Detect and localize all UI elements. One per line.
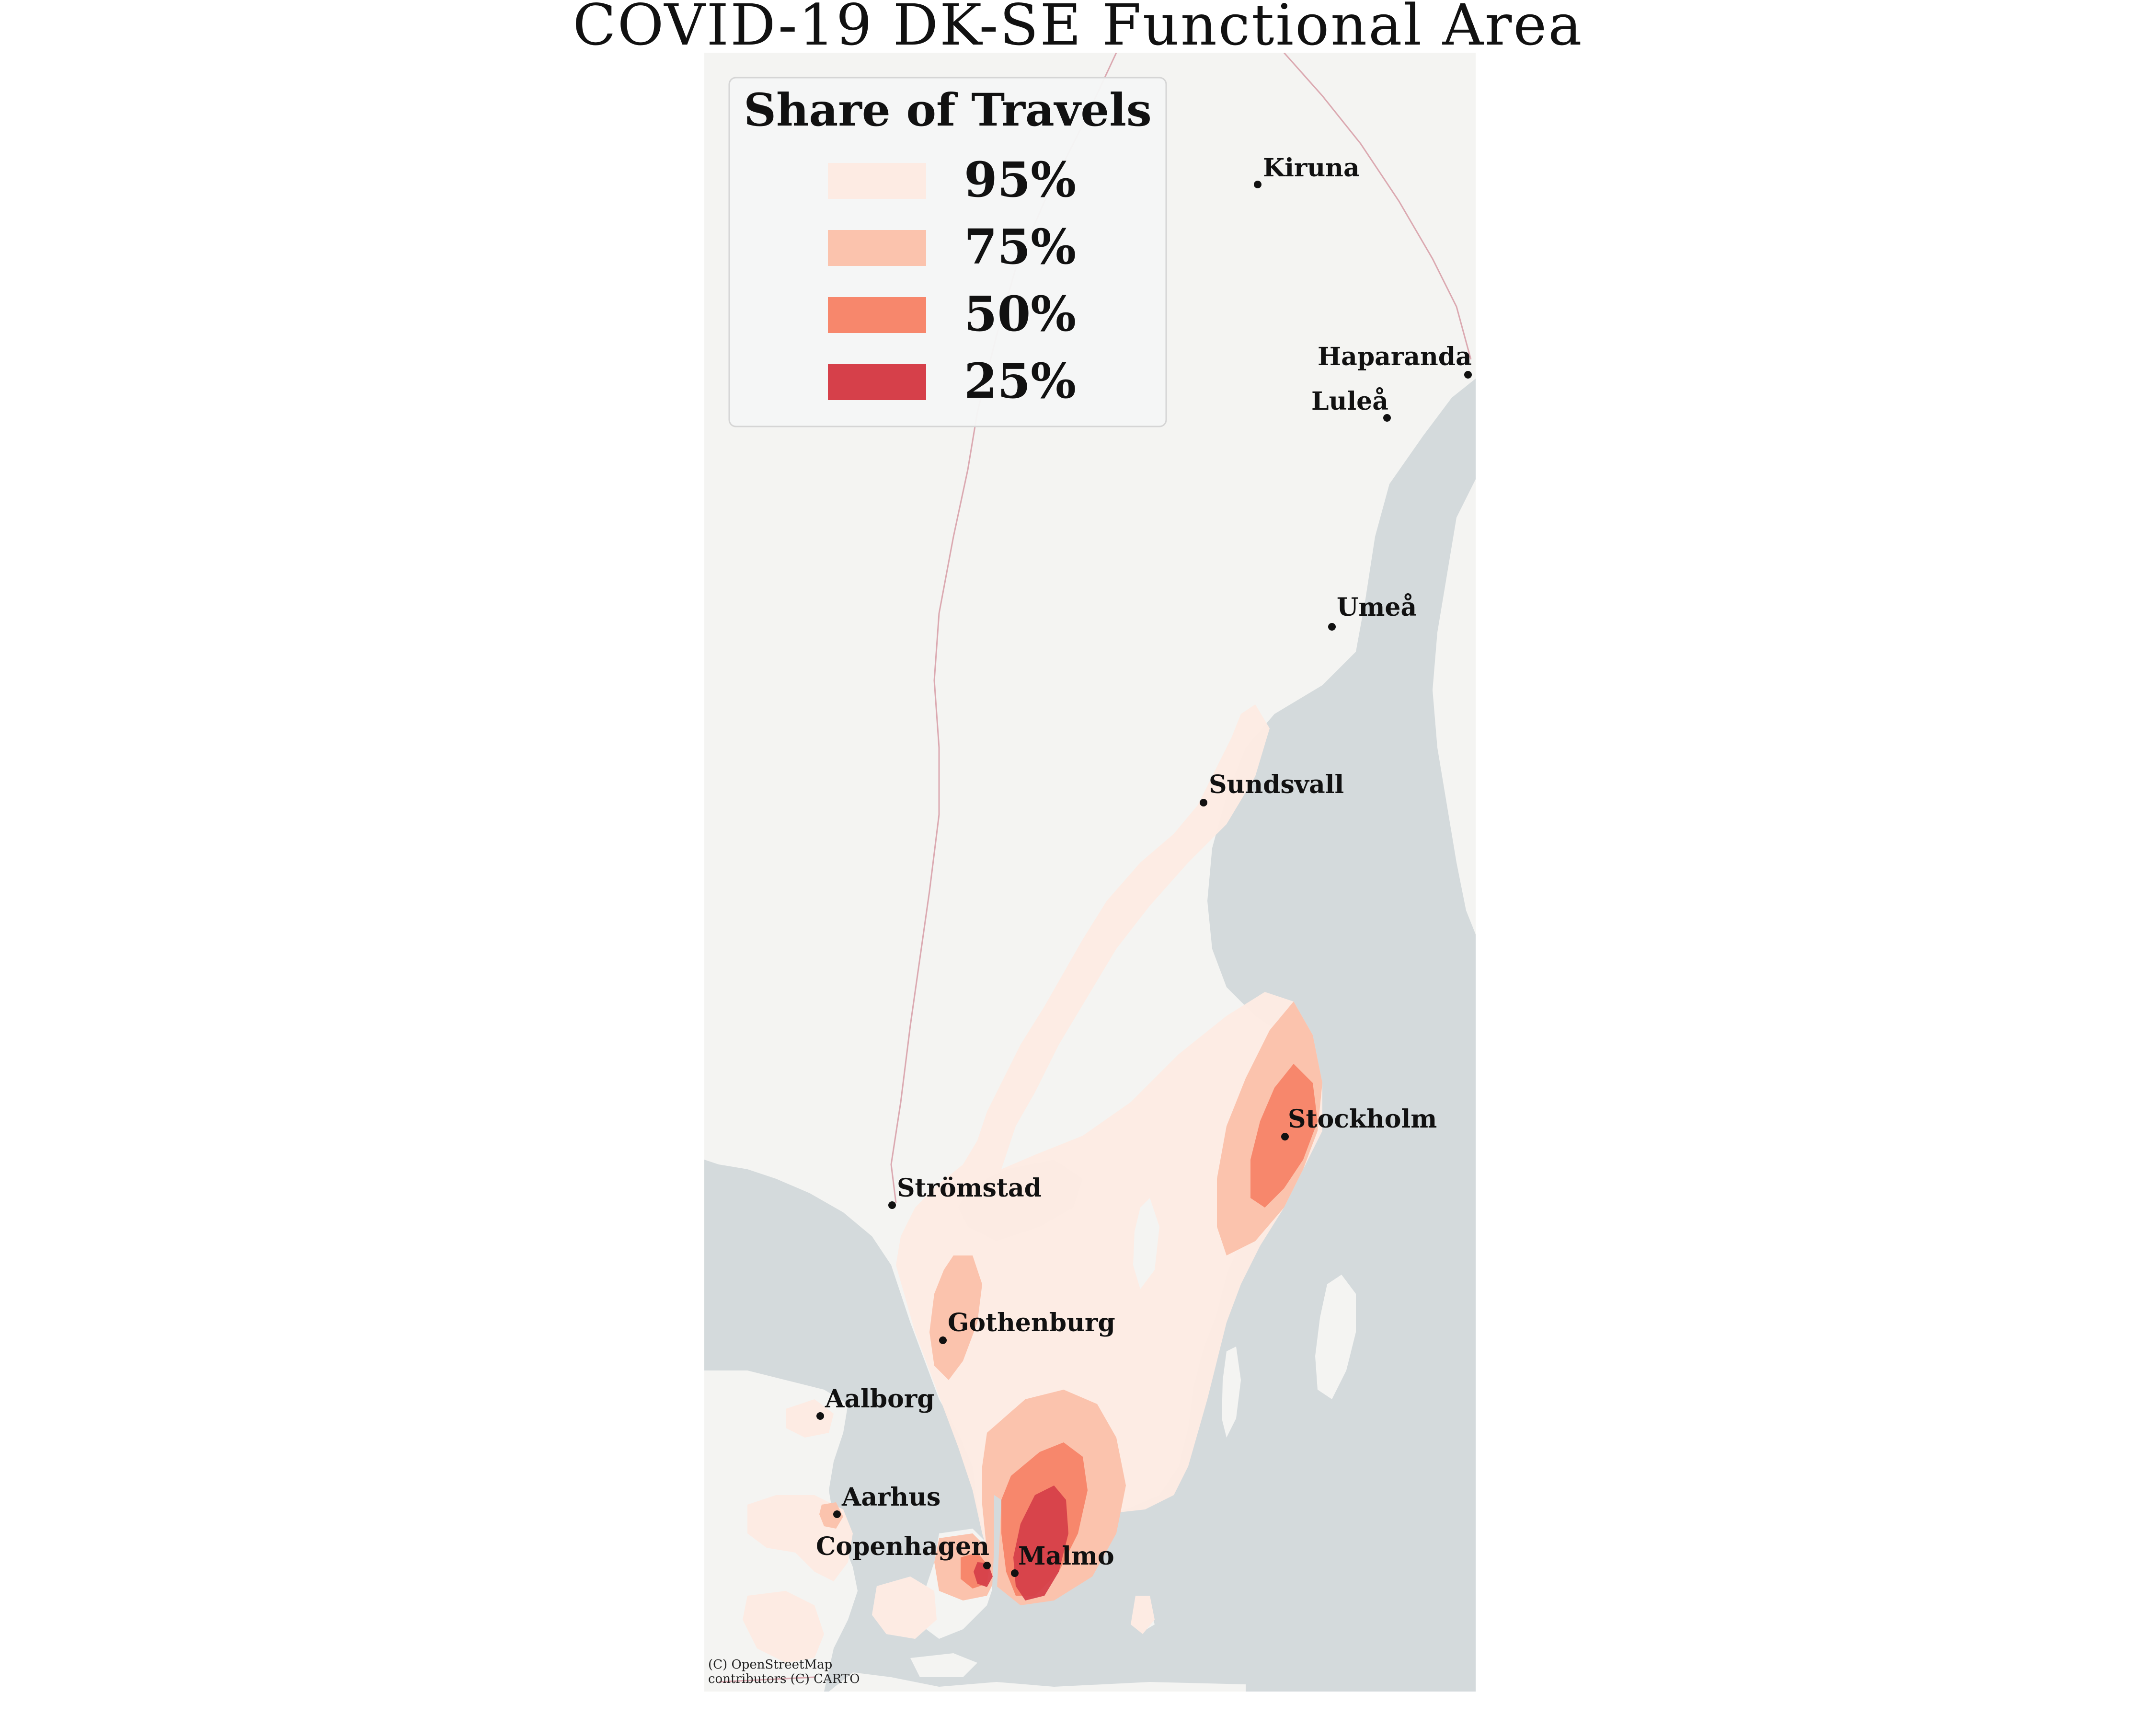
area-95-aalborg [786, 1399, 834, 1438]
gotland-island [1315, 1275, 1356, 1399]
legend-label-50: 50% [964, 286, 1076, 342]
city-dot-stockholm[interactable] [1281, 1133, 1289, 1140]
area-75-aarhus [819, 1502, 843, 1529]
legend-label-75: 75% [964, 219, 1076, 275]
legend-label-95: 95% [964, 151, 1076, 208]
city-dot-stromstad[interactable] [888, 1201, 896, 1209]
area-75-gothenburg [929, 1255, 982, 1380]
sweden-finland-border [1283, 53, 1472, 360]
oresund-strait [992, 1495, 1001, 1596]
city-dot-gothenburg[interactable] [939, 1336, 947, 1344]
legend-swatch-50 [828, 297, 926, 333]
attribution-line-2: contributors (C) CARTO [708, 1672, 860, 1686]
lolland-island [910, 1653, 977, 1677]
area-95 [896, 704, 1322, 1600]
city-label-umea: Umeå [1337, 593, 1417, 622]
city-dot-kiruna[interactable] [1254, 181, 1261, 188]
legend-title: Share of Travels [744, 84, 1152, 137]
city-label-stockholm: Stockholm [1288, 1105, 1437, 1134]
lake-vattern-cut [1133, 1198, 1159, 1289]
city-dot-aarhus[interactable] [833, 1510, 841, 1518]
city-label-gothenburg: Gothenburg [948, 1308, 1115, 1337]
area-95-east-coast [1131, 1596, 1155, 1634]
germany-landmass [829, 1672, 1246, 1692]
map-title: COVID-19 DK-SE Functional Area [573, 0, 1583, 58]
city-label-lulea: Luleå [1311, 387, 1388, 416]
area-95-funen [872, 1577, 937, 1639]
city-dot-umea[interactable] [1328, 623, 1336, 631]
map-attribution: (C) OpenStreetMap contributors (C) CARTO [708, 1658, 860, 1686]
city-label-copenhagen: Copenhagen [816, 1532, 989, 1561]
city-labels: Kiruna Haparanda Luleå Umeå Sundsvall St… [816, 153, 1472, 1571]
city-dot-copenhagen[interactable] [983, 1562, 991, 1569]
city-label-aalborg: Aalborg [825, 1384, 935, 1414]
scandinavia-landmass [704, 53, 1476, 1600]
city-dot-malmo[interactable] [1011, 1569, 1019, 1577]
city-label-malmo: Malmo [1018, 1542, 1114, 1571]
city-dot-aalborg[interactable] [816, 1412, 824, 1420]
denmark-germany-border [718, 1676, 815, 1683]
oland-island [1222, 1347, 1241, 1438]
legend-swatch-25 [828, 364, 926, 400]
city-dot-lulea[interactable] [1383, 414, 1391, 422]
legend-label-25: 25% [964, 353, 1076, 409]
city-label-aarhus: Aarhus [841, 1483, 940, 1512]
city-label-kiruna: Kiruna [1263, 153, 1360, 183]
city-label-stromstad: Strömstad [897, 1174, 1042, 1203]
city-dot-haparanda[interactable] [1464, 371, 1472, 379]
city-label-sundsvall: Sundsvall [1209, 770, 1344, 799]
legend-swatch-95 [828, 163, 926, 199]
attribution-line-1: (C) OpenStreetMap [708, 1658, 832, 1672]
area-25-malmo [1013, 1485, 1068, 1600]
area-95-jutland-south [743, 1591, 824, 1663]
city-markers [816, 181, 1472, 1577]
city-dot-sundsvall[interactable] [1200, 799, 1207, 806]
city-label-haparanda: Haparanda [1318, 342, 1472, 371]
legend: Share of Travels 95% 75% 50% 25% [728, 77, 1167, 427]
legend-swatch-75 [828, 230, 926, 266]
finland-landmass [1433, 479, 1476, 934]
